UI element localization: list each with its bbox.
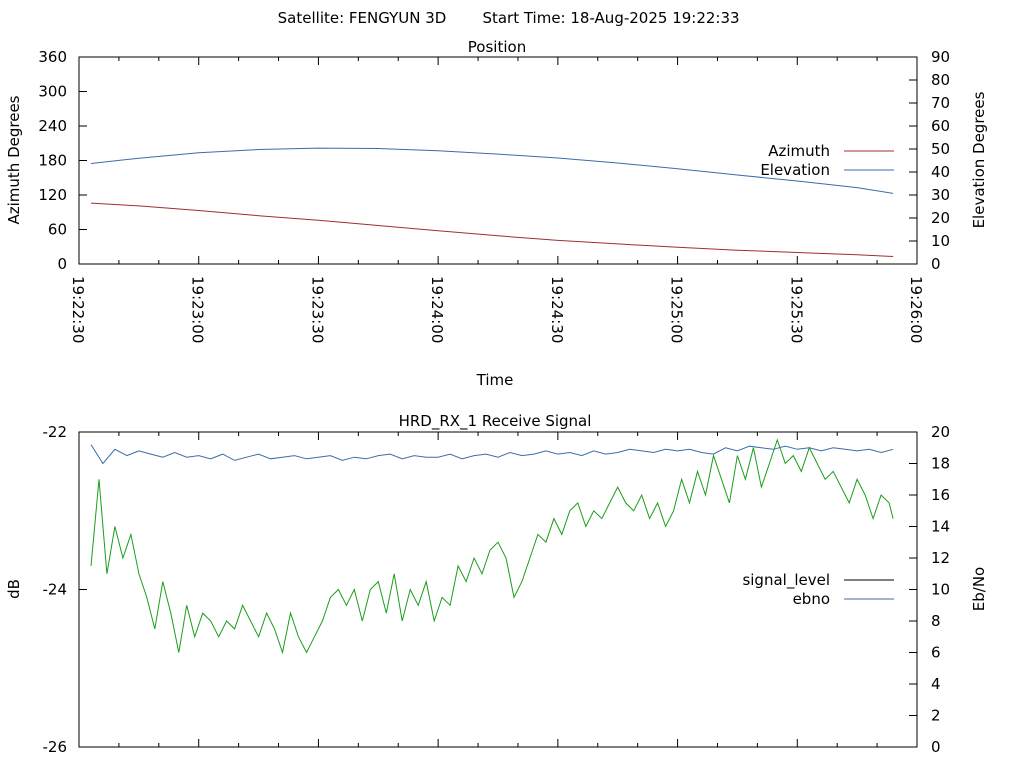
series-line-elevation (90, 147, 894, 194)
y2-tick-label: 6 (931, 644, 941, 662)
y2-tick-label: 4 (931, 675, 941, 693)
x-tick-label: 19:23:00 (189, 276, 207, 343)
y-tick-label: 60 (48, 221, 67, 239)
signal-chart-ylabel: dB (5, 579, 23, 599)
position-chart-ylabel: Azimuth Degrees (5, 95, 23, 224)
y2-tick-label: 12 (931, 549, 950, 567)
x-tick-label: 19:25:30 (787, 276, 805, 343)
series-line-azimuth (90, 202, 894, 257)
x-tick-label: 19:23:30 (308, 276, 326, 343)
y-tick-label: 180 (38, 152, 67, 170)
position-chart-title: Position (468, 38, 526, 56)
x-tick-label: 19:25:00 (668, 276, 686, 343)
position-chart-y2label: Elevation Degrees (970, 91, 988, 228)
legend-label: Azimuth (768, 142, 830, 160)
y2-tick-label: 10 (931, 232, 950, 250)
y2-tick-label: 30 (931, 186, 950, 204)
legend-label: ebno (793, 590, 830, 608)
y2-tick-label: 14 (931, 518, 950, 536)
header-satellite: Satellite: FENGYUN 3D (278, 9, 447, 27)
y2-tick-label: 20 (931, 423, 950, 441)
y2-tick-label: 20 (931, 209, 950, 227)
signal-chart: HRD_RX_1 Receive Signal dB Eb/No -26 -24 -… (5, 412, 988, 756)
y2-tick-label: 80 (931, 71, 950, 89)
y-tick-label: 240 (38, 117, 67, 135)
y2-tick-label: 2 (931, 707, 941, 725)
series-line-ebno (90, 444, 894, 465)
y-tick-label: -24 (43, 581, 68, 599)
header-start-time: Start Time: 18-Aug-2025 19:22:33 (482, 9, 739, 27)
y2-tick-label: 10 (931, 581, 950, 599)
y-tick-label: 360 (38, 48, 67, 66)
y2-tick-label: 0 (931, 738, 941, 756)
legend-label: Elevation (760, 161, 830, 179)
position-chart-xlabel: Time (476, 371, 514, 389)
y2-tick-label: 0 (931, 255, 941, 273)
signal-chart-frame (78, 431, 918, 748)
y2-tick-label: 16 (931, 486, 950, 504)
y2-tick-label: 40 (931, 163, 950, 181)
y-tick-label: 300 (38, 83, 67, 101)
y2-tick-label: 18 (931, 455, 950, 473)
y-tick-label: 120 (38, 186, 67, 204)
series-line-signal-level (90, 438, 894, 655)
legend-label: signal_level (742, 571, 830, 590)
x-tick-label: 19:24:30 (548, 276, 566, 343)
x-tick-label: 19:22:30 (69, 276, 87, 343)
y2-tick-label: 90 (931, 48, 950, 66)
y-tick-label: -22 (43, 423, 68, 441)
y2-tick-label: 50 (931, 140, 950, 158)
y-tick-label: -26 (43, 738, 68, 756)
x-tick-label: 19:26:00 (907, 276, 925, 343)
position-chart: Position Time Azimuth Degrees Elevation … (5, 38, 988, 389)
x-tick-label: 19:24:00 (428, 276, 446, 343)
y2-tick-label: 60 (931, 117, 950, 135)
signal-chart-title: HRD_RX_1 Receive Signal (399, 412, 592, 431)
y2-tick-label: 8 (931, 612, 941, 630)
signal-chart-y2label: Eb/No (970, 567, 988, 611)
y2-tick-label: 70 (931, 94, 950, 112)
y-tick-label: 0 (57, 255, 67, 273)
